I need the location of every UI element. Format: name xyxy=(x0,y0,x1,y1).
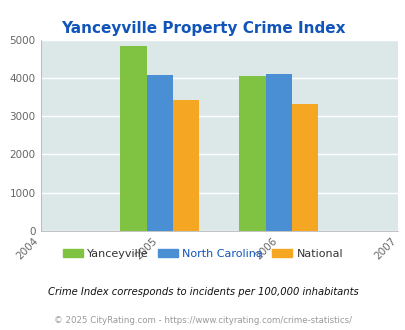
Text: © 2025 CityRating.com - https://www.cityrating.com/crime-statistics/: © 2025 CityRating.com - https://www.city… xyxy=(54,315,351,325)
Bar xyxy=(291,104,317,231)
Bar xyxy=(239,76,265,231)
Bar xyxy=(146,75,173,231)
Bar xyxy=(173,100,198,231)
Text: Yanceyville Property Crime Index: Yanceyville Property Crime Index xyxy=(61,21,344,36)
Bar xyxy=(265,74,291,231)
Legend: Yanceyville, North Carolina, National: Yanceyville, North Carolina, National xyxy=(58,245,347,264)
Bar xyxy=(120,47,146,231)
Text: Crime Index corresponds to incidents per 100,000 inhabitants: Crime Index corresponds to incidents per… xyxy=(47,287,358,297)
